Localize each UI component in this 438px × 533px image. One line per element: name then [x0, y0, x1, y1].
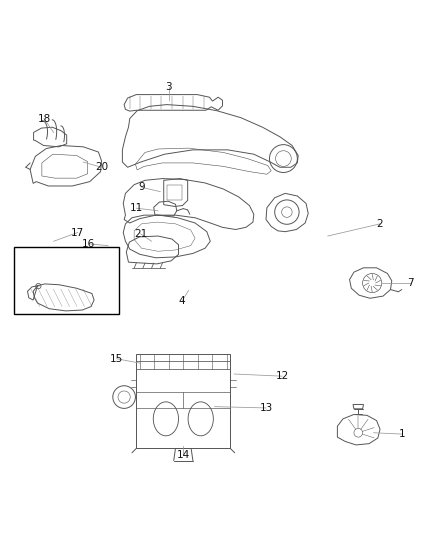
- Text: 2: 2: [377, 219, 383, 229]
- Text: 20: 20: [95, 162, 108, 172]
- Text: 13: 13: [259, 403, 272, 413]
- Text: 4: 4: [179, 296, 185, 306]
- Text: 12: 12: [276, 371, 289, 381]
- Text: 11: 11: [130, 203, 143, 213]
- Text: 21: 21: [134, 229, 147, 239]
- Text: 15: 15: [110, 354, 124, 364]
- Bar: [14, 247, 119, 314]
- Text: 3: 3: [166, 82, 172, 92]
- Text: 9: 9: [138, 182, 145, 192]
- Text: 14: 14: [177, 449, 190, 459]
- Text: 7: 7: [407, 278, 414, 288]
- Text: 16: 16: [82, 239, 95, 249]
- Text: 17: 17: [71, 228, 84, 238]
- Text: 18: 18: [37, 114, 51, 124]
- Text: 1: 1: [399, 429, 405, 439]
